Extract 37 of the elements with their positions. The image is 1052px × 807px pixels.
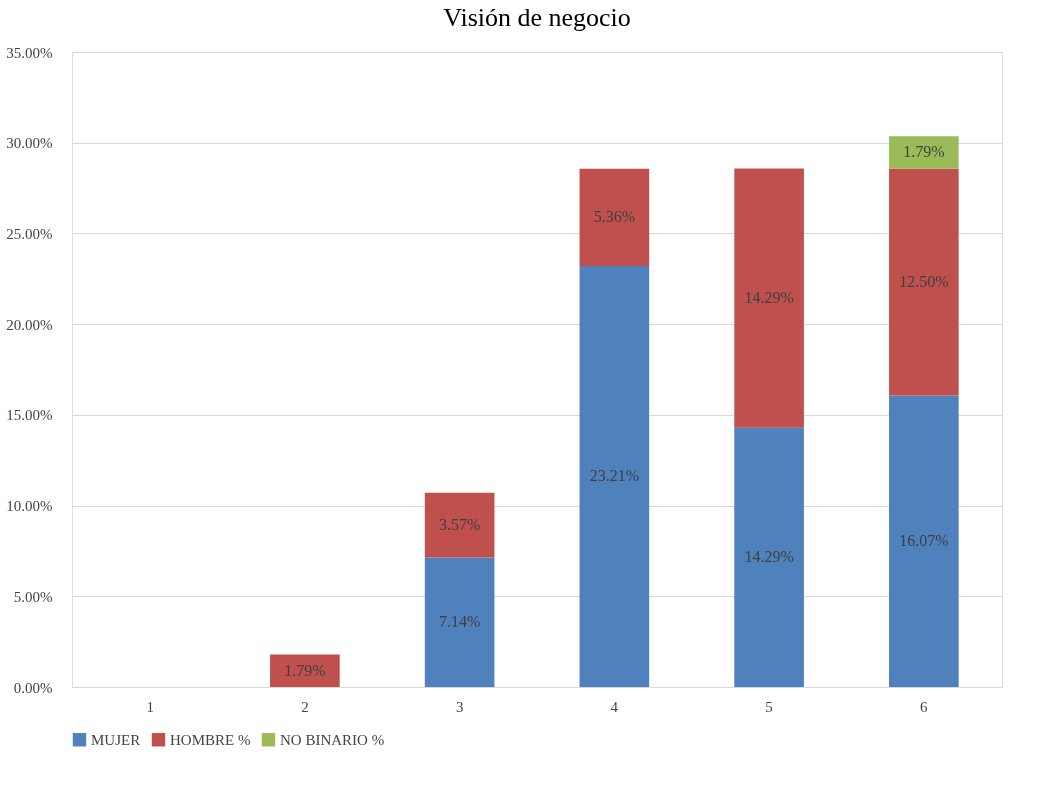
data-label: 12.50%	[899, 273, 949, 291]
y-tick-label: 25.00%	[6, 225, 53, 242]
bar	[889, 395, 959, 687]
y-tick-label: 0.00%	[13, 679, 53, 696]
legend-label: HOMBRE %	[170, 731, 251, 748]
legend-label: MUJER	[91, 731, 141, 748]
bar	[579, 168, 650, 266]
legend-label: NO BINARIO %	[280, 731, 385, 748]
x-tick-label: 4	[610, 698, 619, 715]
y-tick-label: 15.00%	[6, 407, 53, 424]
data-label: 1.79%	[903, 143, 945, 161]
x-tick-label: 6	[920, 698, 929, 715]
bar	[734, 168, 804, 428]
data-label: 5.36%	[593, 208, 636, 226]
y-tick-label: 5.00%	[13, 588, 53, 605]
bar	[579, 265, 650, 687]
data-label: 3.57%	[438, 516, 481, 534]
data-label: 14.29%	[744, 548, 794, 566]
y-tick-label: 20.00%	[6, 316, 53, 333]
bar	[734, 427, 804, 687]
data-label: 16.07%	[899, 532, 949, 550]
data-label: 7.14%	[438, 613, 481, 631]
data-label: 23.21%	[589, 467, 640, 485]
bar	[424, 557, 495, 687]
data-label: 1.79%	[284, 661, 326, 679]
y-tick-label: 30.00%	[6, 135, 53, 152]
chart-title: Visión de negocio	[443, 3, 631, 32]
y-tick-label: 10.00%	[6, 498, 53, 515]
data-label: 14.29%	[744, 289, 794, 307]
bar	[889, 168, 959, 396]
y-tick-label: 35.00%	[6, 44, 53, 61]
x-tick-label: 5	[765, 698, 773, 715]
bar	[424, 492, 495, 558]
x-tick-label: 2	[301, 698, 309, 715]
x-tick-label: 3	[455, 698, 464, 715]
x-tick-label: 1	[146, 698, 154, 715]
bar	[889, 136, 959, 169]
